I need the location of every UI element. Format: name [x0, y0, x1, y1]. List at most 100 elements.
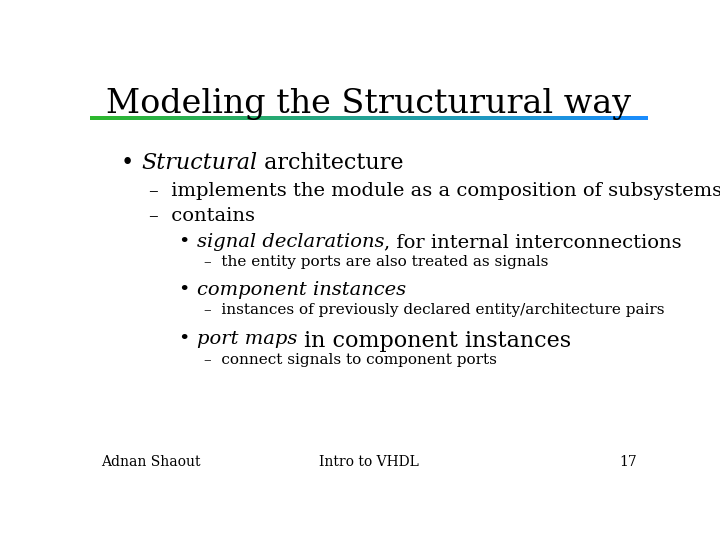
Bar	[585, 116, 588, 120]
Bar	[438, 116, 440, 120]
Bar	[217, 116, 219, 120]
Bar	[526, 116, 528, 120]
Bar	[237, 116, 239, 120]
Bar	[215, 116, 217, 120]
Bar	[447, 116, 449, 120]
Bar	[553, 116, 556, 120]
Bar	[320, 116, 323, 120]
Bar	[590, 116, 593, 120]
Bar	[222, 116, 225, 120]
Bar	[170, 116, 172, 120]
Bar	[96, 116, 98, 120]
Text: –  implements the module as a composition of subsystems: – implements the module as a composition…	[148, 182, 720, 200]
Bar	[369, 116, 372, 120]
Bar	[577, 116, 580, 120]
Bar	[445, 116, 448, 120]
Bar	[505, 116, 507, 120]
Bar	[306, 116, 308, 120]
Bar	[546, 116, 548, 120]
Bar	[633, 116, 636, 120]
Bar	[453, 116, 455, 120]
Bar	[629, 116, 632, 120]
Bar	[642, 116, 645, 120]
Bar	[575, 116, 578, 120]
Bar	[274, 116, 276, 120]
Bar	[639, 116, 641, 120]
Bar	[521, 116, 524, 120]
Bar	[122, 116, 124, 120]
Text: component instances: component instances	[197, 281, 406, 299]
Bar	[488, 116, 490, 120]
Bar	[408, 116, 410, 120]
Bar	[248, 116, 251, 120]
Bar	[444, 116, 446, 120]
Bar	[326, 116, 328, 120]
Bar	[628, 116, 630, 120]
Bar	[360, 116, 362, 120]
Bar	[148, 116, 150, 120]
Bar	[395, 116, 397, 120]
Bar	[364, 116, 366, 120]
Bar	[485, 116, 487, 120]
Bar	[204, 116, 206, 120]
Bar	[588, 116, 591, 120]
Bar	[440, 116, 442, 120]
Bar	[616, 116, 618, 120]
Text: •: •	[179, 329, 197, 348]
Bar	[384, 116, 387, 120]
Bar	[315, 116, 318, 120]
Bar	[646, 116, 649, 120]
Bar	[235, 116, 238, 120]
Text: –  the entity ports are also treated as signals: – the entity ports are also treated as s…	[204, 255, 549, 269]
Bar	[151, 116, 154, 120]
Bar	[552, 116, 554, 120]
Bar	[494, 116, 496, 120]
Bar	[499, 116, 502, 120]
Bar	[298, 116, 301, 120]
Bar	[135, 116, 137, 120]
Bar	[481, 116, 483, 120]
Text: •: •	[179, 233, 197, 251]
Bar	[90, 116, 92, 120]
Bar	[300, 116, 302, 120]
Bar	[253, 116, 256, 120]
Text: architecture: architecture	[257, 152, 404, 174]
Bar	[400, 116, 403, 120]
Bar	[311, 116, 314, 120]
Bar	[185, 116, 187, 120]
Bar	[351, 116, 353, 120]
Bar	[243, 116, 245, 120]
Bar	[120, 116, 122, 120]
Bar	[475, 116, 477, 120]
Bar	[492, 116, 494, 120]
Bar	[520, 116, 522, 120]
Bar	[566, 116, 569, 120]
Bar	[529, 116, 531, 120]
Bar	[418, 116, 420, 120]
Bar	[240, 116, 243, 120]
Bar	[132, 116, 135, 120]
Bar	[356, 116, 359, 120]
Bar	[570, 116, 572, 120]
Bar	[105, 116, 107, 120]
Text: signal declarations: signal declarations	[197, 233, 384, 251]
Bar	[631, 116, 634, 120]
Bar	[427, 116, 429, 120]
Bar	[378, 116, 381, 120]
Bar	[228, 116, 230, 120]
Bar	[428, 116, 431, 120]
Bar	[345, 116, 347, 120]
Bar	[213, 116, 215, 120]
Bar	[328, 116, 330, 120]
Bar	[514, 116, 516, 120]
Bar	[419, 116, 422, 120]
Bar	[211, 116, 213, 120]
Bar	[163, 116, 165, 120]
Bar	[598, 116, 600, 120]
Bar	[304, 116, 306, 120]
Bar	[168, 116, 171, 120]
Bar	[508, 116, 511, 120]
Bar	[103, 116, 105, 120]
Bar	[459, 116, 461, 120]
Bar	[190, 116, 193, 120]
